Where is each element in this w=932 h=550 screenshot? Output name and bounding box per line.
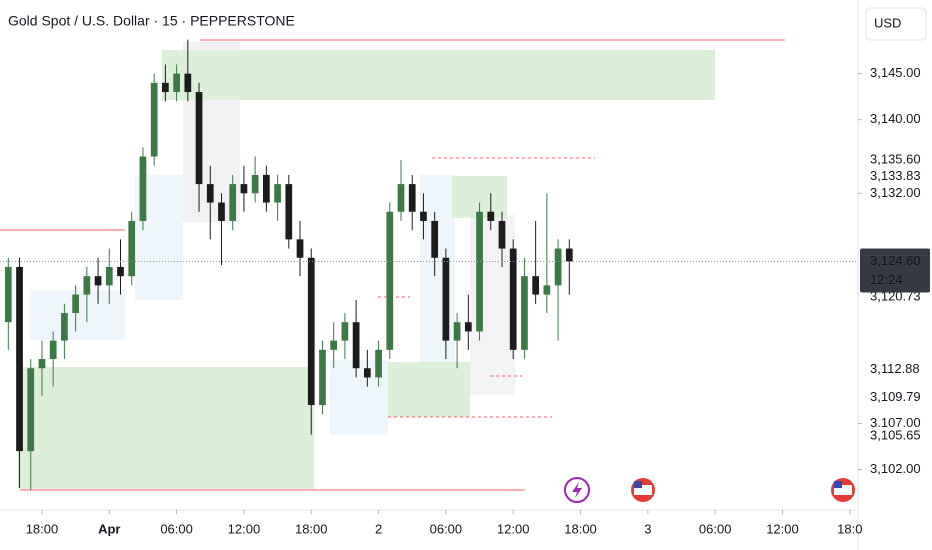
candle-body bbox=[375, 349, 382, 378]
x-tick-label: 12:00 bbox=[497, 521, 530, 536]
zone bbox=[420, 175, 455, 365]
price-label-bg bbox=[860, 288, 930, 307]
candle-body bbox=[319, 349, 326, 406]
candle-body bbox=[296, 239, 304, 258]
candle-body bbox=[117, 266, 124, 277]
candle-body bbox=[94, 276, 102, 286]
candle-body bbox=[509, 248, 517, 350]
candle-body bbox=[16, 266, 23, 452]
candle-body bbox=[184, 73, 192, 93]
candle-body bbox=[218, 202, 225, 221]
candle-body bbox=[442, 257, 450, 341]
price-label-bg bbox=[860, 426, 930, 445]
candle-body bbox=[476, 211, 483, 332]
price-label: 3,112.88 bbox=[870, 361, 920, 376]
candle-body bbox=[408, 184, 416, 212]
flag bbox=[834, 485, 852, 495]
candle-body bbox=[352, 322, 360, 369]
current-price: 3,124.60 bbox=[870, 253, 921, 268]
x-tick-label: 2 bbox=[375, 521, 382, 536]
y-tick-label: 3,145.00 bbox=[870, 65, 921, 80]
currency-button[interactable] bbox=[865, 7, 927, 41]
candle-body bbox=[105, 266, 113, 286]
candle-body bbox=[498, 220, 506, 249]
candle-body bbox=[128, 220, 136, 277]
candle-body bbox=[341, 322, 349, 341]
candle-body bbox=[150, 82, 158, 157]
flag bbox=[634, 485, 652, 495]
price-label: 3,109.79 bbox=[870, 389, 921, 404]
candle-body bbox=[543, 285, 551, 295]
price-label-bg bbox=[860, 360, 930, 379]
price-label-bg bbox=[860, 151, 930, 170]
candle-body bbox=[565, 248, 573, 262]
lightning bbox=[572, 482, 582, 498]
candle-body bbox=[139, 156, 147, 221]
candle-body bbox=[453, 322, 461, 341]
candle-body bbox=[162, 82, 169, 93]
candle-body bbox=[532, 276, 540, 295]
candle-body bbox=[49, 340, 57, 360]
price-label: 3,105.65 bbox=[870, 427, 921, 442]
x-tick-label: 3 bbox=[644, 521, 651, 536]
x-tick-label: Apr bbox=[98, 521, 120, 536]
candle-body bbox=[307, 257, 315, 406]
flag bbox=[634, 481, 642, 488]
y-tick-label: 3,102.00 bbox=[870, 461, 921, 476]
candle-body bbox=[285, 184, 293, 240]
candle-body bbox=[431, 220, 439, 258]
candle-body bbox=[229, 184, 237, 221]
y-tick-label: 3,140.00 bbox=[870, 111, 921, 126]
price-label-bg bbox=[860, 388, 930, 407]
candle-body bbox=[240, 184, 248, 194]
candle-body bbox=[274, 184, 281, 203]
candle-body bbox=[397, 184, 405, 212]
candle-body bbox=[72, 294, 79, 313]
candle-body bbox=[464, 322, 472, 332]
candle-body bbox=[173, 73, 180, 93]
y-tick-label: 3,107.00 bbox=[870, 415, 921, 430]
candle-body bbox=[420, 211, 427, 221]
x-tick-label: 06:00 bbox=[430, 521, 463, 536]
x-tick-label: 12:00 bbox=[766, 521, 799, 536]
candle-body bbox=[4, 266, 12, 323]
candle-body bbox=[330, 340, 338, 350]
candle-body bbox=[27, 368, 35, 452]
zone bbox=[18, 367, 314, 489]
candle-body bbox=[83, 276, 91, 295]
x-tick-label: 18:00 bbox=[295, 521, 328, 536]
candle-body bbox=[521, 276, 528, 350]
candle-body bbox=[363, 368, 371, 378]
candle-body bbox=[195, 92, 203, 185]
current-price-box bbox=[860, 248, 930, 293]
x-tick-label: 18:00 bbox=[26, 521, 59, 536]
candle-body bbox=[554, 248, 562, 286]
countdown: 12:24 bbox=[870, 272, 903, 287]
candle-body bbox=[206, 184, 214, 203]
x-tick-label: 06:00 bbox=[699, 521, 732, 536]
event-icons bbox=[564, 477, 855, 503]
zone bbox=[162, 50, 715, 100]
zone bbox=[388, 362, 470, 417]
price-label: 3,135.60 bbox=[870, 152, 921, 167]
candle-body bbox=[38, 359, 46, 369]
candle-body bbox=[386, 211, 394, 350]
currency[interactable]: USD bbox=[874, 15, 901, 30]
price-label-bg bbox=[860, 167, 930, 186]
candle-body bbox=[487, 211, 495, 221]
candle-body bbox=[262, 174, 270, 203]
chart-title: Gold Spot / U.S. Dollar · 15 · PEPPERSTO… bbox=[8, 13, 295, 29]
x-tick-label: 12:00 bbox=[228, 521, 261, 536]
candle-body bbox=[251, 174, 259, 194]
y-tick-label: 3,132.00 bbox=[870, 185, 921, 200]
flag bbox=[834, 481, 842, 488]
price-label: 3,133.83 bbox=[870, 168, 921, 183]
x-tick-label: 06:00 bbox=[160, 521, 193, 536]
x-tick-label: 18:00 bbox=[564, 521, 597, 536]
candle-body bbox=[61, 312, 68, 341]
x-tick-label: 18:0 bbox=[837, 521, 862, 536]
